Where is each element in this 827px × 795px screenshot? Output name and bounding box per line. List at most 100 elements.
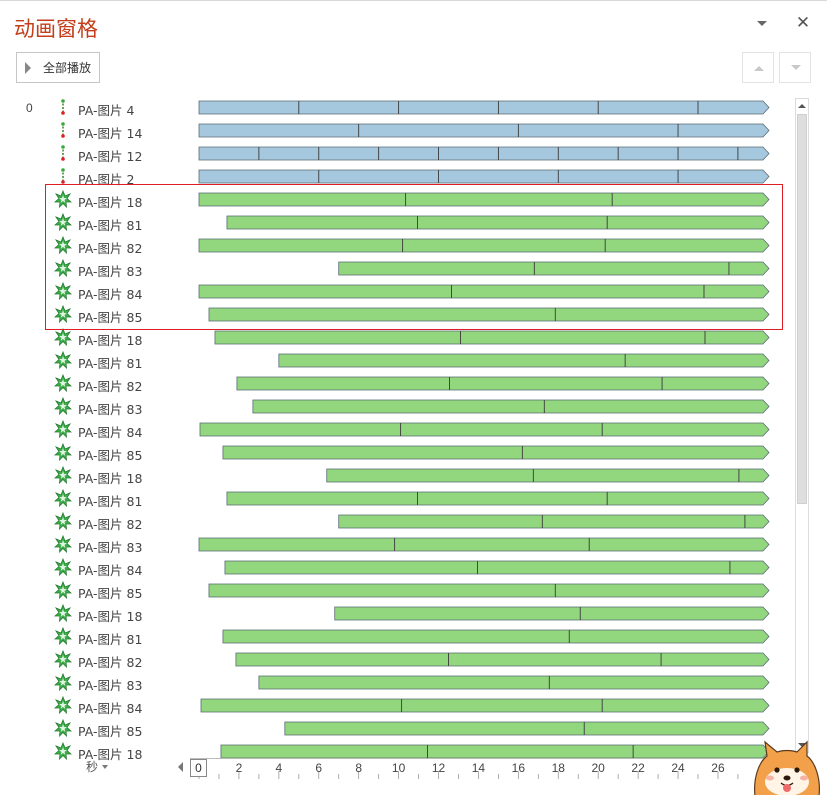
animation-row[interactable]: PA-图片 85: [0, 579, 790, 602]
timing-bar-shape[interactable]: [338, 514, 770, 529]
timing-bar[interactable]: [0, 372, 790, 395]
vertical-scrollbar[interactable]: [795, 98, 809, 753]
animation-row[interactable]: PA-图片 83: [0, 671, 790, 694]
timing-bar[interactable]: [0, 326, 790, 349]
animation-row[interactable]: PA-图片 18: [0, 740, 790, 763]
timing-bar[interactable]: [0, 211, 790, 234]
timing-bar-shape[interactable]: [199, 422, 770, 437]
timing-bar[interactable]: [0, 395, 790, 418]
animation-row[interactable]: PA-图片 85: [0, 441, 790, 464]
animation-row[interactable]: PA-图片 12: [0, 142, 790, 165]
timing-bar-shape[interactable]: [224, 560, 770, 575]
timing-bar-shape[interactable]: [198, 284, 770, 299]
animation-row[interactable]: PA-图片 84: [0, 556, 790, 579]
timing-bar-shape[interactable]: [226, 215, 770, 230]
pane-options-chevron-icon[interactable]: [755, 17, 769, 29]
timing-bar[interactable]: [0, 303, 790, 326]
close-icon[interactable]: ✕: [795, 13, 811, 32]
timeline-scroll-left-icon[interactable]: [178, 762, 183, 772]
animation-row[interactable]: PA-图片 82: [0, 510, 790, 533]
animation-row[interactable]: PA-图片 84: [0, 418, 790, 441]
timing-bar[interactable]: [0, 694, 790, 717]
animation-name: PA-图片 85: [78, 310, 143, 325]
animation-row[interactable]: PA-图片 14: [0, 119, 790, 142]
timing-bar-shape[interactable]: [235, 652, 770, 667]
timing-bar-shape[interactable]: [198, 238, 770, 253]
timing-bar-shape[interactable]: [198, 146, 770, 161]
move-earlier-button[interactable]: [742, 52, 774, 83]
animation-row[interactable]: PA-图片 84: [0, 694, 790, 717]
timing-bar-shape[interactable]: [226, 491, 770, 506]
timing-bar-shape[interactable]: [198, 123, 770, 138]
timing-bar-shape[interactable]: [214, 330, 770, 345]
animation-row[interactable]: PA-图片 81: [0, 487, 790, 510]
animation-row[interactable]: PA-图片 2: [0, 165, 790, 188]
timing-bar-shape[interactable]: [220, 744, 770, 759]
animation-row[interactable]: PA-图片 84: [0, 280, 790, 303]
timing-bar[interactable]: [0, 165, 790, 188]
timing-bar-shape[interactable]: [252, 399, 770, 414]
animation-row[interactable]: PA-图片 82: [0, 372, 790, 395]
timing-bar-shape[interactable]: [208, 583, 770, 598]
timing-bar[interactable]: [0, 717, 790, 740]
animation-row[interactable]: PA-图片 18: [0, 464, 790, 487]
animation-row[interactable]: PA-图片 83: [0, 257, 790, 280]
timing-bar[interactable]: [0, 441, 790, 464]
timing-bar[interactable]: [0, 280, 790, 303]
animation-row[interactable]: PA-图片 83: [0, 533, 790, 556]
animation-row[interactable]: PA-图片 82: [0, 648, 790, 671]
animation-row[interactable]: PA-图片 81: [0, 349, 790, 372]
timing-bar-shape[interactable]: [198, 537, 770, 552]
timing-bar[interactable]: [0, 418, 790, 441]
animation-row[interactable]: PA-图片 81: [0, 211, 790, 234]
timing-bar-shape[interactable]: [236, 376, 770, 391]
timing-bar[interactable]: [0, 625, 790, 648]
animation-row[interactable]: PA-图片 82: [0, 234, 790, 257]
timing-bar-shape[interactable]: [198, 169, 770, 184]
timeline-units-dropdown[interactable]: 秒: [86, 760, 99, 774]
timing-bar-shape[interactable]: [198, 100, 770, 115]
timing-bar-shape[interactable]: [222, 445, 770, 460]
timing-bar-shape[interactable]: [258, 675, 770, 690]
timing-bar[interactable]: [0, 602, 790, 625]
animation-row[interactable]: PA-图片 18: [0, 602, 790, 625]
timing-bar[interactable]: [0, 464, 790, 487]
animation-row[interactable]: PA-图片 18: [0, 326, 790, 349]
timing-bar[interactable]: [0, 487, 790, 510]
animation-row[interactable]: PA-图片 83: [0, 395, 790, 418]
scrollbar-thumb[interactable]: [797, 114, 807, 504]
timing-bar[interactable]: [0, 96, 790, 119]
animation-row[interactable]: PA-图片 18: [0, 188, 790, 211]
timing-bar-shape[interactable]: [284, 721, 770, 736]
timing-bar-shape[interactable]: [326, 468, 770, 483]
move-later-button[interactable]: [779, 52, 811, 83]
timing-bar-shape[interactable]: [334, 606, 770, 621]
timing-bar-shape[interactable]: [198, 192, 770, 207]
timing-bar-shape[interactable]: [338, 261, 770, 276]
timing-bar[interactable]: [0, 119, 790, 142]
timing-bar[interactable]: [0, 349, 790, 372]
timing-bar[interactable]: [0, 510, 790, 533]
timing-bar-shape[interactable]: [278, 353, 770, 368]
animation-row[interactable]: PA-图片 85: [0, 303, 790, 326]
animation-name: PA-图片 81: [78, 218, 143, 233]
timing-bar-shape[interactable]: [208, 307, 770, 322]
animation-row[interactable]: PA-图片 81: [0, 625, 790, 648]
timing-bar[interactable]: [0, 257, 790, 280]
animation-row[interactable]: 0 PA-图片 4: [0, 96, 790, 119]
timing-bar[interactable]: [0, 188, 790, 211]
timing-bar[interactable]: [0, 234, 790, 257]
timing-bar-shape[interactable]: [222, 629, 770, 644]
timing-bar[interactable]: [0, 740, 790, 763]
timing-bar[interactable]: [0, 556, 790, 579]
timing-bar[interactable]: [0, 533, 790, 556]
scroll-up-icon[interactable]: [796, 99, 808, 113]
scroll-down-icon[interactable]: [796, 738, 808, 752]
animation-row[interactable]: PA-图片 85: [0, 717, 790, 740]
timing-bar[interactable]: [0, 142, 790, 165]
timing-bar[interactable]: [0, 671, 790, 694]
timing-bar[interactable]: [0, 648, 790, 671]
timing-bar[interactable]: [0, 579, 790, 602]
play-all-button[interactable]: 全部播放: [16, 52, 100, 83]
timing-bar-shape[interactable]: [200, 698, 770, 713]
